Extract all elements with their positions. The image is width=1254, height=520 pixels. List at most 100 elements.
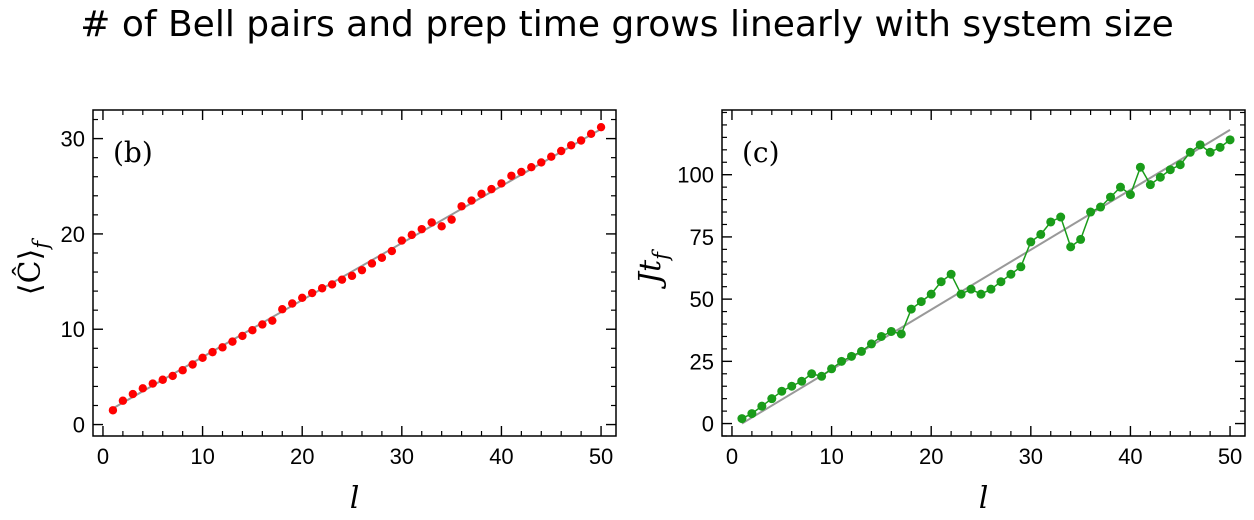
x-tick-label: 0 [97,444,109,469]
x-axis-label: l [350,481,360,516]
data-point [118,396,128,405]
data-point [1046,217,1056,227]
data-point [208,347,217,357]
data-point [527,162,536,172]
data-point [507,171,516,180]
plot-frame [92,109,617,437]
data-point [188,360,197,369]
x-tick-label: 30 [1019,444,1043,469]
data-point [447,215,456,224]
plot-frame [721,109,1246,437]
data-point [1106,192,1116,202]
data-point [158,375,167,384]
x-tick-label: 10 [190,444,214,469]
data-point [467,196,476,205]
data-point [198,353,207,363]
x-tick-label: 50 [1218,444,1242,469]
data-point [797,376,807,386]
data-point [1036,229,1046,239]
data-point [367,259,377,268]
data-point [298,293,307,302]
data-point [1185,147,1195,157]
data-point [906,304,916,314]
data-point [817,371,827,381]
data-point [347,271,357,281]
y-axis-label-main: Jt [633,259,668,290]
x-tick-label: 20 [919,444,943,469]
data-point [926,289,936,299]
y-tick-label: 100 [677,163,714,188]
data-point [896,329,906,339]
y-axis-label-main: ⟨Ĉ⟩ [12,249,48,295]
data-point [377,253,387,262]
data-point [278,305,287,314]
data-point [876,331,886,341]
data-point [737,414,747,424]
data-point [946,269,956,279]
x-tick-label: 30 [390,444,414,469]
data-point [586,129,596,139]
y-tick-label: 50 [690,287,714,312]
data-point [477,189,486,199]
data-point [497,179,506,188]
data-point [886,326,896,336]
data-point [437,222,446,231]
data-point [517,167,526,177]
y-tick-label: 10 [61,317,85,342]
data-point [956,289,966,299]
series-line [741,139,1231,420]
data-point [767,394,777,404]
y-axis-label: ⟨Ĉ⟩f [12,238,53,295]
data-point [1076,234,1086,244]
x-tick-label: 10 [819,444,843,469]
panel-label: (c) [742,136,780,169]
data-point [1086,207,1096,217]
data-point [168,371,177,381]
y-axis-label-subscript: f [29,238,53,251]
y-axis-label: Jtf [633,249,673,290]
data-point [986,284,996,294]
data-point [1006,269,1016,279]
data-point [248,325,257,335]
data-point [128,389,138,399]
data-point [387,246,397,256]
data-point [108,406,118,415]
data-point [258,320,267,329]
data-point [228,337,237,346]
data-point [1165,165,1175,175]
data-point [787,381,797,391]
data-point [317,284,327,293]
data-point [996,277,1006,287]
data-point [1175,160,1185,170]
data-point [757,401,767,411]
x-tick-label: 40 [489,444,513,469]
panel-label: (b) [113,136,153,169]
data-point [976,289,986,299]
y-tick-label: 25 [690,349,714,374]
data-point [1016,262,1026,272]
x-axis-label: l [979,481,989,516]
data-point [807,369,817,379]
data-point [238,331,247,341]
x-tick-label: 20 [290,444,314,469]
linear-fit-line [741,129,1231,425]
data-point [327,280,337,289]
data-point [397,236,407,245]
data-point [596,122,606,132]
data-point [747,409,757,419]
y-tick-label: 0 [73,413,85,438]
y-tick-label: 0 [702,412,714,437]
x-tick-label: 40 [1118,444,1142,469]
data-point [337,275,347,284]
data-point [1026,237,1036,247]
page-title: # of Bell pairs and prep time grows line… [80,4,1174,45]
data-point [1195,140,1205,150]
data-point [1066,242,1076,252]
data-point [1205,147,1215,157]
data-point [916,297,926,307]
data-point [827,364,837,374]
data-point [1056,212,1066,222]
data-point [407,230,416,240]
data-point [936,277,946,287]
